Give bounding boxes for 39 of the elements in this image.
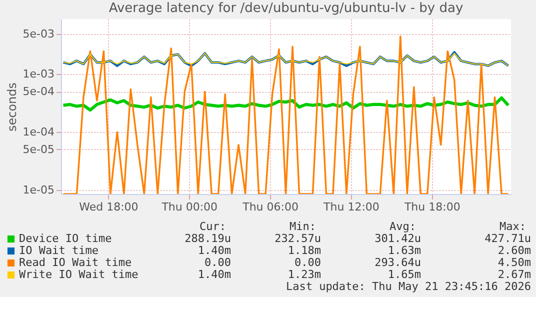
y-tick-label: 5e-04 — [22, 85, 54, 98]
text: 4.50m — [498, 256, 532, 269]
x-tick-label: Thu 06:00 — [242, 200, 298, 214]
legend-label: IO Wait time — [19, 244, 98, 257]
x-tick-label: Thu 18:00 — [403, 200, 460, 214]
y-axis-title: seconds — [4, 82, 19, 132]
text: 1.18m — [288, 244, 322, 257]
legend-label: Read IO Wait time — [19, 256, 132, 269]
text: Cur: — [200, 220, 226, 233]
text: 1.65m — [388, 268, 422, 281]
text: Avg: — [390, 220, 416, 233]
text: 0.00 — [294, 256, 321, 269]
x-tick-label: Thu 00:00 — [160, 200, 218, 214]
x-tick-label: Wed 18:00 — [79, 200, 138, 214]
text: 0.00 — [204, 256, 231, 269]
text: 1.40m — [198, 244, 232, 257]
text: 2.67m — [498, 268, 532, 281]
text: 2.60m — [498, 244, 532, 257]
text: 1.63m — [388, 244, 422, 257]
y-tick-label: 1e-03 — [22, 68, 54, 81]
chart-title: Average latency for /dev/ubuntu-vg/ubuntu-lv - by day — [108, 1, 464, 16]
x-tick-label: Thu 12:00 — [322, 200, 380, 214]
legend-label: Write IO Wait time — [19, 268, 138, 281]
text: 232.57u — [274, 232, 321, 245]
y-tick-label: 1e-05 — [22, 183, 54, 196]
text: 293.64u — [374, 256, 421, 269]
text: Min: — [290, 220, 316, 233]
text: 288.19u — [184, 232, 231, 245]
text: 301.42u — [374, 232, 421, 245]
line-series — [62, 36, 510, 194]
text: Last update: Thu May 21 23:45:16 2026 — [286, 280, 531, 293]
text: 1.40m — [198, 268, 232, 281]
text: 427.71u — [484, 232, 531, 245]
y-tick-label: 5e-05 — [22, 142, 54, 156]
y-tick-label: 5e-03 — [22, 27, 54, 40]
text: Max: — [500, 220, 526, 233]
text: 1.23m — [288, 268, 322, 281]
y-tick-label: 1e-04 — [22, 126, 54, 139]
legend-label: Device IO time — [19, 232, 112, 245]
